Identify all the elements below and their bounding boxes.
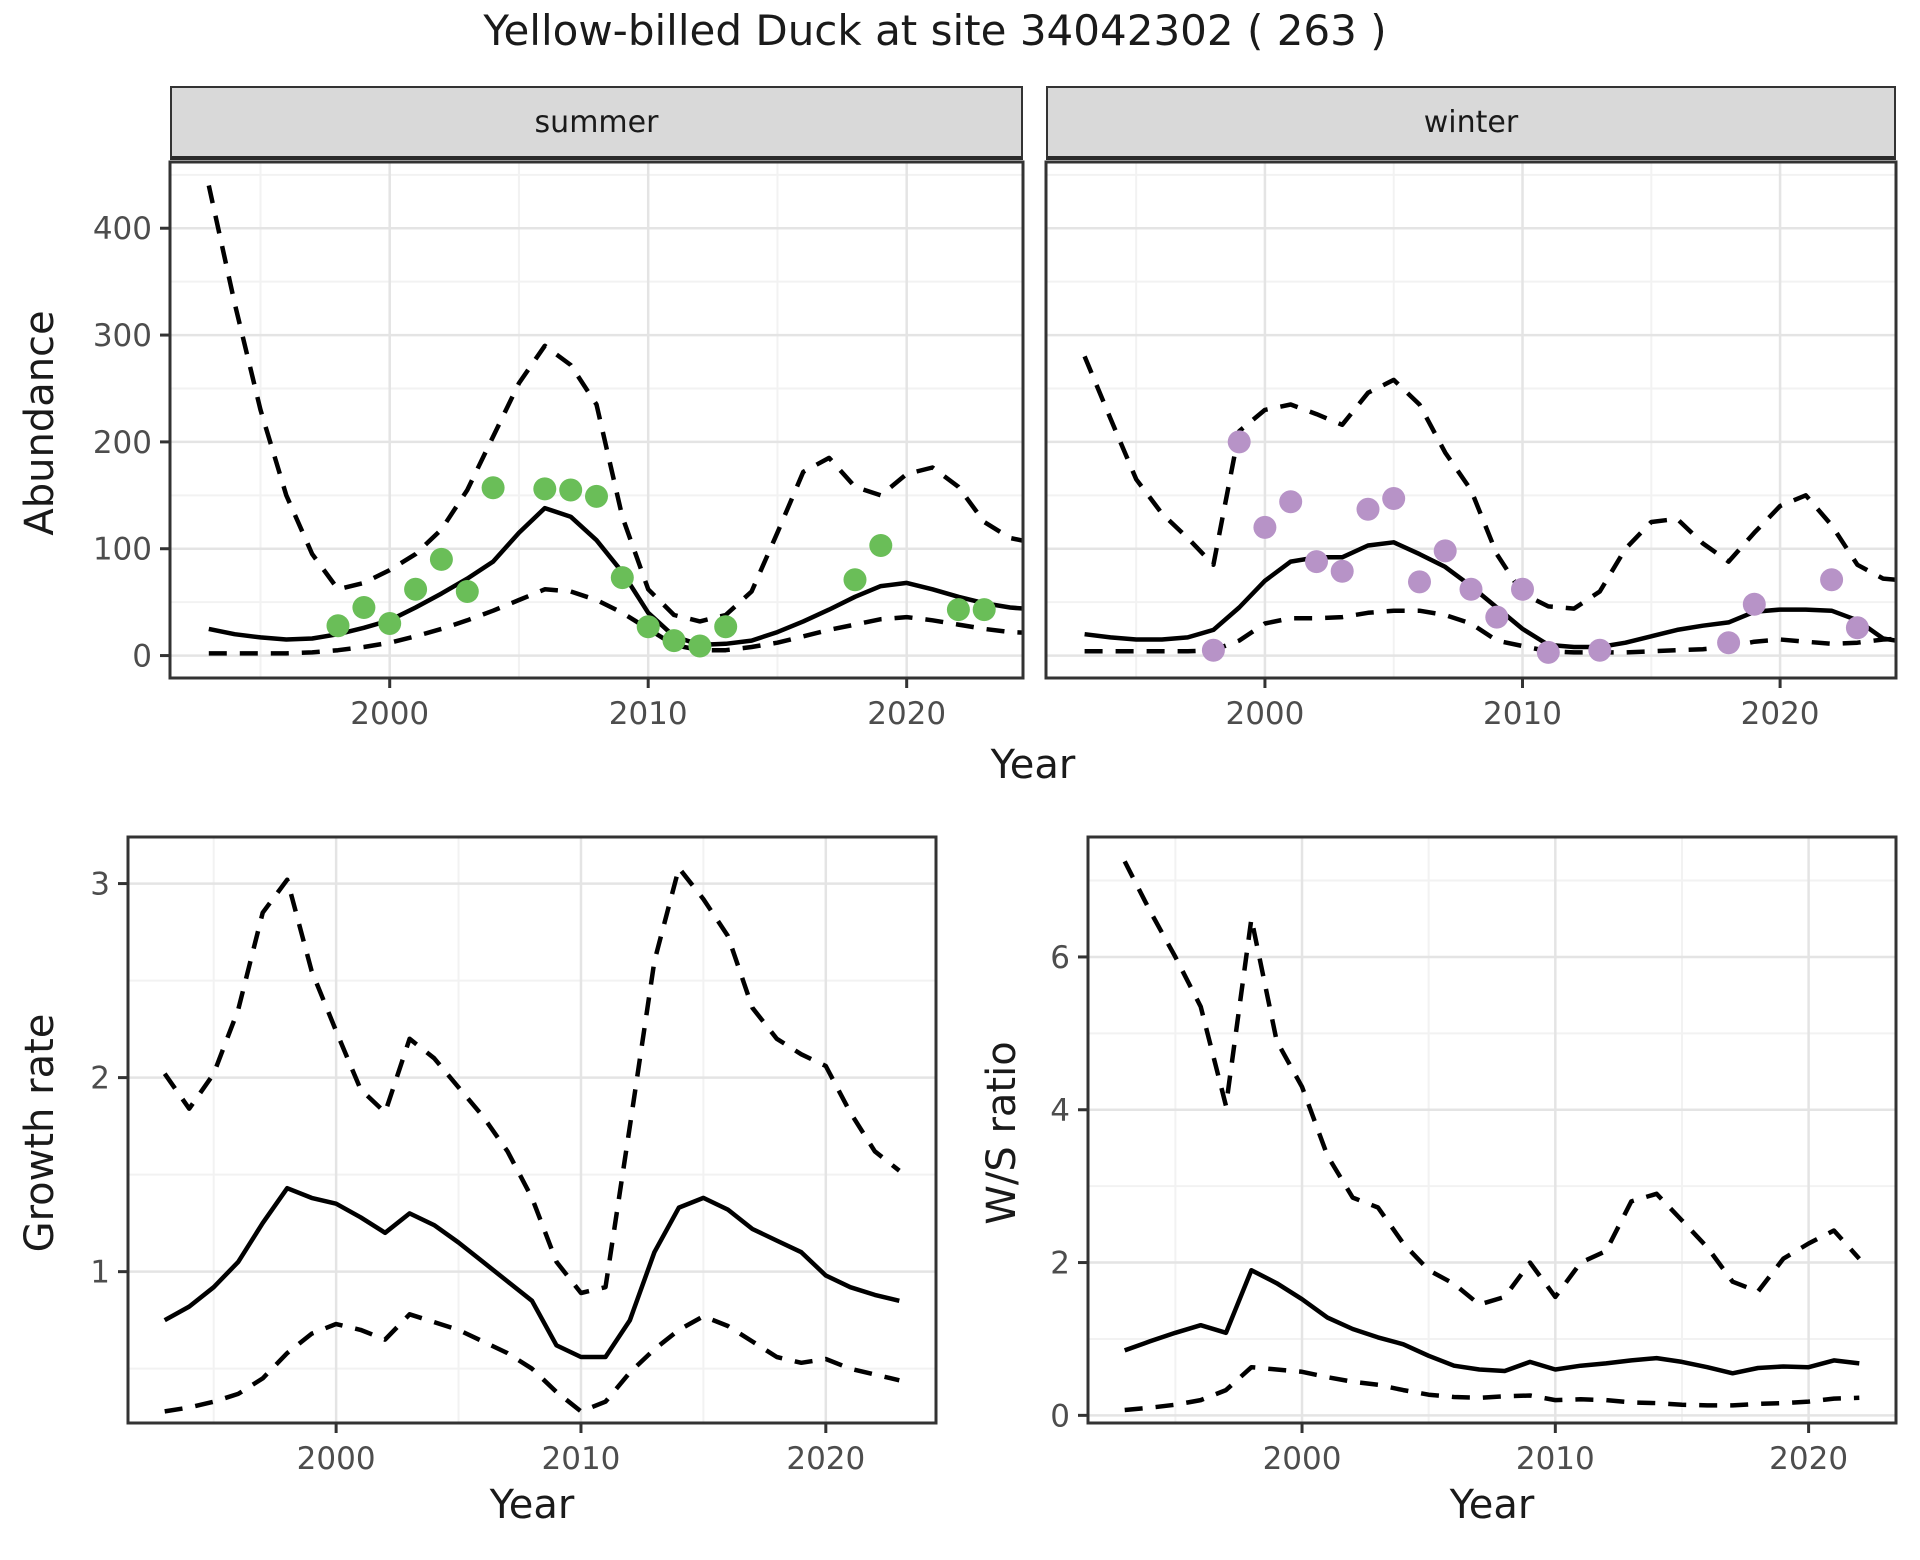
y-tick-label: 0 [132,639,152,675]
panel-border [1086,835,1898,1425]
data-point [946,598,970,622]
x-tick-label: 2010 [1483,696,1562,732]
data-point [429,547,453,571]
y-tick-label: 100 [93,532,152,568]
data-point [714,615,738,639]
panel-border [1044,160,1898,680]
data-point [481,476,505,500]
lower-ci-line [164,1312,900,1414]
lower-ci-line [1124,1364,1860,1413]
x-axis-title-ws: Year [1449,1482,1535,1528]
data-point [1717,631,1741,655]
data-point [1485,605,1509,629]
facet-strip-winter: winter [1046,86,1896,160]
y-tick-label: 6 [1050,940,1070,976]
x-tick-label: 2000 [350,696,429,732]
y-axis-title-ws-ratio: W/S ratio [979,1041,1025,1225]
lower-ci-line [208,587,1023,656]
data-point [326,614,350,638]
data-layer [1122,860,1861,1413]
fit-line [163,1185,900,1360]
data-point [1433,539,1457,563]
data-point [1382,487,1406,510]
data-layer [206,185,1023,658]
y-tick-label: 3 [90,867,110,903]
x-axis-title-top: Year [990,742,1076,788]
data-point [1511,577,1534,601]
y-tick-label: 0 [1050,1398,1070,1434]
y-tick-label: 2 [90,1061,110,1097]
x-tick-label: 2000 [297,1441,376,1477]
plot-title: Yellow-billed Duck at site 34042302 ( 26… [483,6,1387,55]
data-point [843,568,867,592]
facet-strip-winter-label: winter [1423,104,1519,140]
data-point [1459,577,1483,601]
panel-background [1088,837,1896,1423]
x-tick-label: 2020 [1769,1441,1848,1477]
data-point [1201,638,1225,662]
panel-background [170,162,1023,678]
data-point [1742,592,1766,616]
data-point [1305,550,1328,574]
data-point [1330,559,1354,583]
x-tick-label: 2010 [1516,1441,1595,1477]
upper-ci-line [162,865,901,1296]
x-tick-label: 2020 [786,1441,865,1477]
x-tick-label: 2020 [1741,696,1820,732]
data-point [455,580,479,603]
panel-background [128,837,936,1423]
fit-line [1123,1267,1860,1376]
x-tick-label: 2020 [867,696,946,732]
x-tick-label: 2010 [542,1441,621,1477]
data-point [352,596,376,619]
x-axis-title-growth: Year [489,1482,575,1528]
data-point [533,477,557,501]
y-tick-label: 4 [1050,1093,1070,1129]
data-point [1820,568,1844,592]
upper-ci-line [206,185,1023,624]
data-point [662,629,686,653]
data-point [1845,616,1869,640]
y-axis-title-growth-rate: Growth rate [17,1013,63,1253]
panel-abundance-summer: 2000 2010 2020 0 100 200 300 400 [93,160,1025,732]
data-point [1588,638,1612,662]
panel-border [126,835,938,1425]
y-tick-label: 300 [93,318,152,354]
panel-growth-rate: 2000 2010 2020 1 2 3 [90,835,938,1477]
data-point [1356,497,1380,521]
data-point [585,484,608,508]
data-point [378,612,402,635]
data-point [972,598,996,622]
upper-ci-line [1122,860,1861,1307]
x-tick-label: 2000 [1263,1441,1342,1477]
data-point [1408,570,1431,594]
y-tick-label: 1 [90,1255,110,1291]
panel-ws-ratio: 2000 2010 2020 0 2 4 6 [1050,835,1898,1477]
upper-ci-line [1082,355,1896,611]
data-point [1227,430,1251,454]
y-tick-label: 200 [93,425,152,461]
data-point [610,566,634,590]
y-tick-label: 2 [1050,1246,1070,1282]
panel-abundance-winter: 2000 2010 2020 [1044,160,1898,732]
data-point [1253,515,1277,539]
data-layer [162,865,901,1414]
facet-strip-summer: summer [170,86,1023,160]
data-point [869,534,893,557]
data-point [1279,490,1303,514]
panel-border [168,160,1025,680]
data-layer [1082,355,1896,664]
data-point [404,577,428,601]
facet-strip-summer-label: summer [534,104,659,140]
data-point [636,615,660,639]
y-axis-title-abundance: Abundance [17,310,63,536]
data-point [688,634,712,658]
y-tick-label: 400 [93,211,152,247]
x-tick-label: 2010 [609,696,688,732]
data-point [559,478,583,502]
data-point [1536,640,1560,664]
x-tick-label: 2000 [1225,696,1304,732]
